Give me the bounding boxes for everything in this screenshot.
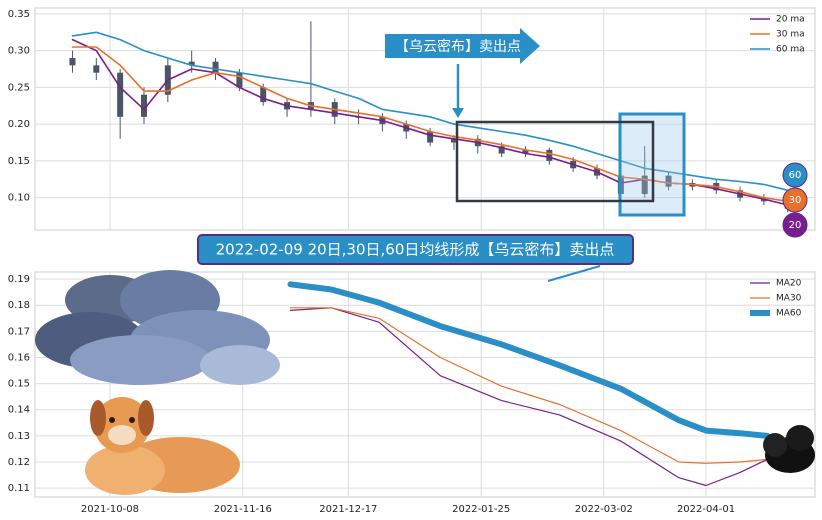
- legend-label: MA60: [776, 309, 802, 319]
- candle-body: [450, 138, 457, 143]
- annotation-pointer-head: [452, 108, 464, 118]
- badge-60: [782, 162, 808, 188]
- candle-body: [188, 61, 195, 66]
- y-tick-label: 0.15: [8, 156, 30, 167]
- candle-body: [498, 146, 505, 154]
- badge-20: [782, 212, 808, 238]
- legend-label: MA20: [776, 279, 802, 289]
- x-tick-label: 2021-12-17: [319, 504, 377, 515]
- candle-body: [641, 175, 648, 194]
- candle-body: [546, 149, 553, 161]
- candle-body: [212, 61, 219, 73]
- candle-body: [93, 65, 100, 73]
- y-tick-label: 0.35: [8, 9, 30, 20]
- ma-line: [289, 307, 768, 487]
- candle-body: [140, 94, 147, 117]
- main-annotation-pointer: [547, 265, 601, 282]
- cloud-illustration: [35, 270, 280, 385]
- candle-body: [427, 131, 434, 143]
- candle-body: [260, 87, 267, 103]
- badge-text: 20: [789, 220, 802, 231]
- legend-label: 30 ma: [776, 30, 805, 40]
- main-annotation: 2022-02-09 20日,30日,60日均线形成【乌云密布】卖出点: [216, 241, 615, 259]
- y-tick-label: 0.12: [8, 457, 30, 468]
- y-tick-label: 0.14: [8, 405, 30, 416]
- y-tick-label: 0.10: [8, 193, 30, 204]
- x-tick-label: 2021-10-08: [81, 504, 139, 515]
- y-tick-label: 0.19: [8, 274, 30, 285]
- y-tick-label: 0.20: [8, 119, 30, 130]
- candle-body: [665, 175, 672, 187]
- pattern-box: [455, 120, 655, 203]
- dark-cloud-icon: [763, 425, 815, 473]
- x-tick-label: 2021-11-16: [214, 504, 272, 515]
- legend-label: 20 ma: [776, 15, 805, 25]
- candle-body: [236, 72, 243, 88]
- annotation-arrow: [385, 28, 540, 64]
- dog-illustration: [85, 397, 240, 495]
- main-annotation-box: [197, 234, 634, 265]
- candle-body: [117, 72, 124, 117]
- ma-line: [71, 31, 789, 192]
- candle-body: [69, 57, 76, 66]
- badge-text: 60: [789, 170, 802, 181]
- x-tick-label: 2022-03-02: [575, 504, 633, 515]
- badge-text: 30: [789, 195, 802, 206]
- y-tick-label: 0.15: [8, 379, 30, 390]
- legend-label: MA30: [776, 294, 802, 304]
- ma-line: [287, 281, 771, 439]
- y-tick-label: 0.13: [8, 431, 30, 442]
- x-tick-label: 2022-01-25: [452, 504, 510, 515]
- x-tick-label: 2022-04-01: [677, 504, 735, 515]
- y-tick-label: 0.18: [8, 300, 30, 311]
- ma-line: [71, 46, 789, 203]
- badge-30: [782, 187, 808, 213]
- y-tick-label: 0.17: [8, 326, 30, 337]
- legend-label: 60 ma: [776, 45, 805, 55]
- y-tick-label: 0.25: [8, 82, 30, 93]
- annotation-text: 【乌云密布】卖出点: [395, 38, 521, 55]
- y-tick-label: 0.11: [8, 483, 30, 494]
- y-tick-label: 0.16: [8, 352, 30, 363]
- ma-line: [289, 307, 768, 464]
- y-tick-label: 0.30: [8, 46, 30, 57]
- candle-body: [522, 149, 529, 154]
